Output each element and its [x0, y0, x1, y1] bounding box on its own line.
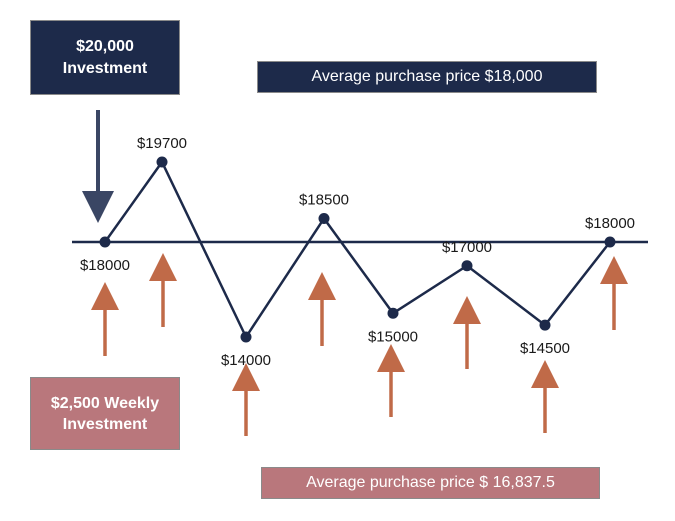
price-point [318, 212, 330, 224]
price-labels: $18000 $19700 $14000 $18500 $15000 $17000 $145… [80, 135, 635, 369]
price-point [156, 156, 168, 168]
lump-sum-amount: $20,000 [76, 37, 134, 55]
price-point [604, 236, 616, 248]
weekly-investment-box: $2,500 Weekly Investment [30, 377, 180, 450]
price-label: $18500 [299, 191, 349, 208]
weekly-amount: $2,500 Weekly [50, 394, 160, 412]
price-label: $18000 [80, 257, 130, 274]
price-label: $19700 [137, 135, 187, 152]
price-label: $17000 [442, 239, 492, 256]
lump-sum-investment-box: $20,000 Investment [30, 20, 180, 95]
average-price-lump-sum: Average purchase price $18,000 [257, 61, 597, 93]
average-price-weekly: Average purchase price $ 16,837.5 [261, 467, 600, 499]
price-points [99, 156, 616, 343]
weekly-investment-arrows [91, 253, 628, 436]
price-point [539, 319, 551, 331]
price-line [103, 159, 611, 340]
price-point [240, 331, 252, 343]
price-point [461, 260, 473, 272]
price-label: $18000 [585, 215, 635, 232]
price-label: $14500 [520, 340, 570, 357]
weekly-caption: Investment [62, 415, 148, 433]
price-label: $15000 [368, 328, 418, 345]
price-point [387, 307, 399, 319]
lump-sum-caption: Investment [62, 59, 148, 77]
price-point [99, 236, 111, 248]
price-label: $14000 [221, 352, 271, 369]
